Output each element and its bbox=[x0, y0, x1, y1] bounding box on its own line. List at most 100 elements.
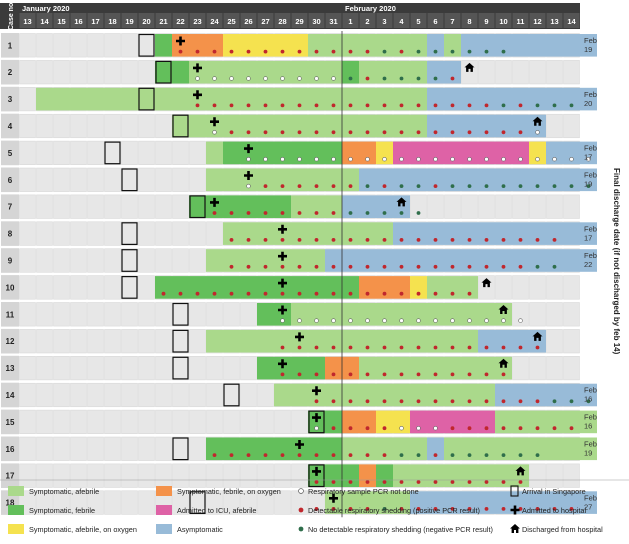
case-number-cell bbox=[1, 382, 19, 408]
empty-day-cell bbox=[19, 356, 36, 381]
empty-day-cell bbox=[104, 329, 121, 354]
positive-pcr-dot bbox=[382, 184, 387, 189]
status-segment-afebrile bbox=[359, 356, 512, 380]
empty-day-cell bbox=[563, 60, 580, 85]
empty-day-cell bbox=[155, 167, 172, 192]
positive-pcr-dot bbox=[331, 103, 336, 108]
final-discharge-month: Feb bbox=[584, 386, 597, 395]
admitted-cross-icon bbox=[176, 36, 185, 46]
final-discharge-month: Feb bbox=[584, 144, 597, 153]
positive-pcr-dot bbox=[348, 264, 353, 269]
empty-day-cell bbox=[172, 248, 189, 273]
legend-label: Respiratory sample PCR not done bbox=[308, 487, 419, 496]
positive-pcr-dot bbox=[501, 480, 506, 484]
negative-pcr-dot bbox=[348, 76, 353, 81]
empty-day-cell bbox=[36, 113, 53, 139]
positive-pcr-dot bbox=[399, 264, 404, 269]
negative-pcr-dot bbox=[467, 49, 472, 54]
positive-pcr-dot bbox=[280, 291, 285, 296]
case-number-cell bbox=[1, 113, 19, 139]
discharge-house-icon bbox=[481, 278, 492, 288]
status-segment-afebrile_oxygen bbox=[223, 34, 308, 57]
final-discharge-month: Feb bbox=[584, 171, 597, 180]
empty-day-cell bbox=[87, 113, 104, 139]
admitted-cross-icon bbox=[278, 224, 288, 234]
status-segment-afebrile bbox=[274, 383, 495, 407]
negative-pcr-dot bbox=[416, 76, 421, 81]
legend-label: Arrival in Singapore bbox=[522, 487, 586, 496]
empty-day-cell bbox=[563, 194, 580, 219]
pcr-not-done-dot bbox=[399, 426, 404, 431]
positive-pcr-dot bbox=[331, 130, 336, 135]
empty-day-cell bbox=[19, 113, 36, 139]
admitted-cross-icon bbox=[244, 171, 253, 180]
positive-pcr-dot bbox=[263, 103, 268, 108]
empty-day-cell bbox=[36, 329, 53, 354]
empty-day-cell bbox=[529, 463, 546, 488]
arrival-marker bbox=[172, 437, 189, 461]
legend-arrival-square bbox=[510, 485, 519, 497]
empty-day-cell bbox=[70, 302, 87, 327]
positive-pcr-dot bbox=[433, 345, 438, 350]
positive-pcr-dot bbox=[297, 49, 302, 54]
empty-day-cell bbox=[529, 302, 546, 327]
legend-label: No detectable respiratory shedding (nega… bbox=[308, 525, 493, 534]
empty-day-cell bbox=[138, 194, 155, 219]
negative-pcr-dot bbox=[399, 211, 404, 215]
empty-day-cell bbox=[206, 382, 223, 408]
positive-pcr-dot bbox=[365, 264, 370, 269]
legend-label: Discharged from hospital bbox=[522, 525, 603, 534]
pcr-not-done-dot bbox=[314, 318, 319, 323]
positive-pcr-dot bbox=[365, 130, 370, 135]
positive-pcr-dot bbox=[382, 399, 387, 404]
empty-day-cell bbox=[121, 113, 138, 139]
pcr-not-done-dot bbox=[365, 157, 370, 162]
case-number-cell bbox=[1, 140, 19, 166]
empty-day-cell bbox=[546, 302, 563, 327]
positive-pcr-dot bbox=[212, 211, 217, 215]
positive-pcr-dot bbox=[280, 184, 285, 189]
empty-day-cell bbox=[121, 60, 138, 85]
pcr-not-done-dot bbox=[433, 318, 438, 323]
positive-pcr-dot bbox=[433, 480, 438, 484]
positive-pcr-dot bbox=[331, 291, 336, 296]
positive-pcr-dot bbox=[263, 49, 268, 54]
status-segment-afebrile_oxygen bbox=[529, 141, 546, 165]
positive-pcr-dot bbox=[280, 130, 285, 135]
admitted-cross-icon bbox=[329, 493, 339, 503]
admitted-cross-icon bbox=[244, 144, 253, 154]
day-cell bbox=[53, 13, 70, 28]
admitted-cross-icon bbox=[312, 386, 322, 396]
negative-pcr-dot bbox=[416, 453, 421, 457]
empty-day-cell bbox=[53, 33, 70, 58]
positive-pcr-dot bbox=[501, 238, 506, 242]
empty-day-cell bbox=[36, 140, 53, 165]
empty-day-cell bbox=[138, 436, 155, 461]
case-number: 11 bbox=[6, 310, 15, 319]
pcr-not-done-dot bbox=[212, 76, 217, 81]
day-label: 27 bbox=[261, 17, 269, 26]
status-segment-afebrile bbox=[36, 87, 223, 111]
pcr-not-done-dot bbox=[365, 318, 370, 323]
pcr-not-done-dot bbox=[314, 76, 319, 81]
day-cell bbox=[359, 13, 376, 28]
empty-day-cell bbox=[155, 329, 172, 354]
empty-day-cell bbox=[495, 275, 512, 300]
negative-pcr-dot bbox=[433, 49, 438, 54]
case-number: 14 bbox=[6, 391, 15, 400]
negative-pcr-dot bbox=[569, 399, 574, 404]
empty-day-cell bbox=[172, 140, 189, 165]
positive-pcr-dot bbox=[501, 345, 506, 350]
day-cell bbox=[104, 13, 121, 28]
empty-day-cell bbox=[512, 302, 529, 327]
positive-pcr-dot bbox=[348, 291, 353, 296]
admitted-cross-icon bbox=[278, 251, 288, 261]
legend-swatch-afebrile bbox=[8, 486, 24, 496]
positive-pcr-dot bbox=[518, 426, 523, 431]
empty-day-cell bbox=[36, 356, 53, 381]
legend-label: Asymptomatic bbox=[177, 525, 223, 534]
empty-day-cell bbox=[155, 409, 172, 434]
empty-day-cell bbox=[104, 113, 121, 139]
day-cell bbox=[206, 13, 223, 28]
day-label: 10 bbox=[499, 17, 507, 26]
